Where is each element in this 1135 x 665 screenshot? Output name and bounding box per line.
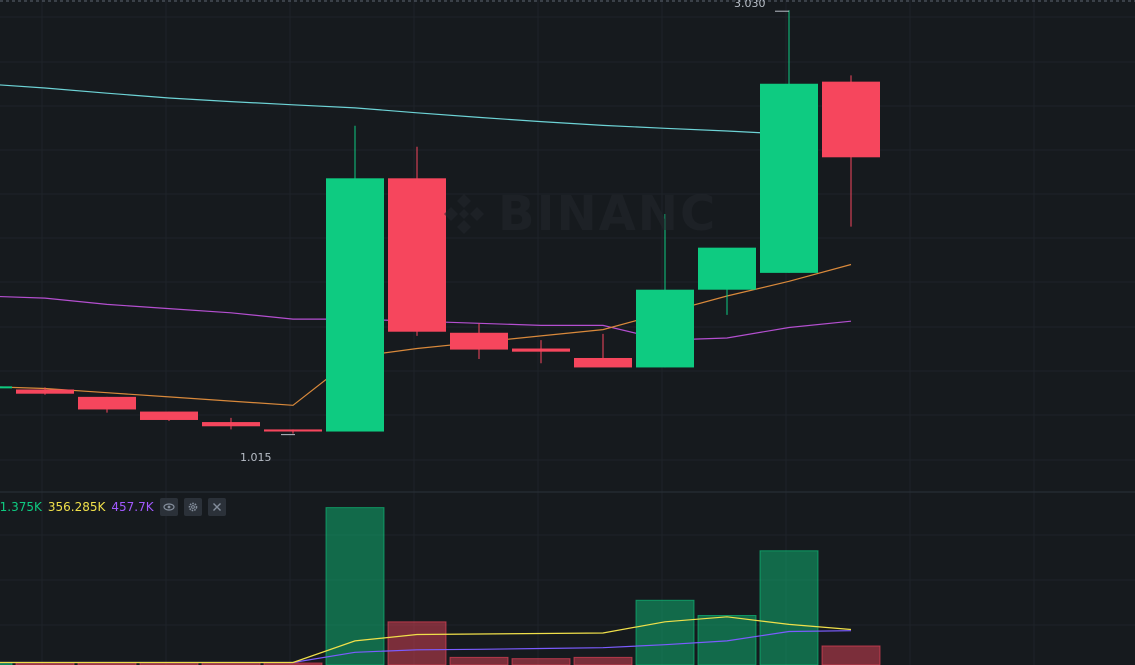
volume-ma-line-yellow	[0, 616, 852, 664]
volume-value: 61.375K	[0, 500, 42, 514]
candle-body	[822, 81, 880, 158]
watermark-text: BINANC	[498, 186, 718, 242]
candle-body	[264, 429, 322, 432]
candle-body	[388, 178, 446, 332]
ma-line-cyan	[0, 84, 790, 135]
high-price-label: 3.030	[734, 0, 766, 10]
volume-legend: 61.375K 356.285K 457.7K	[0, 498, 226, 516]
volume-bar	[511, 658, 571, 665]
volume-ma-short-value: 356.285K	[47, 500, 106, 514]
volume-bar	[697, 615, 757, 665]
candle-body	[78, 396, 136, 410]
volume-bar	[759, 550, 819, 665]
volume-bar	[821, 645, 881, 665]
volume-bar	[0, 662, 13, 665]
candle-body	[512, 348, 570, 352]
candle-body	[16, 389, 74, 394]
candle-body	[450, 332, 508, 350]
candle-body	[698, 247, 756, 290]
candle-body	[326, 178, 384, 432]
candle-body	[636, 289, 694, 368]
candle-body	[0, 386, 12, 389]
volume-bar	[449, 656, 509, 665]
volume-ma-long-value: 457.7K	[111, 500, 154, 514]
candle-body	[202, 422, 260, 427]
eye-icon[interactable]	[159, 498, 178, 516]
gear-icon[interactable]	[183, 498, 202, 516]
candle-body	[140, 411, 198, 420]
binance-watermark: BINANC	[440, 186, 717, 242]
candle-body	[760, 83, 818, 273]
candle-body	[574, 357, 632, 368]
low-price-label: 1.015	[240, 451, 272, 464]
volume-bar	[635, 599, 695, 665]
ma-line-orange	[0, 263, 852, 406]
close-icon[interactable]	[207, 498, 226, 516]
volume-bar	[387, 621, 447, 665]
volume-bar	[573, 656, 633, 665]
binance-logo-icon	[440, 190, 488, 238]
